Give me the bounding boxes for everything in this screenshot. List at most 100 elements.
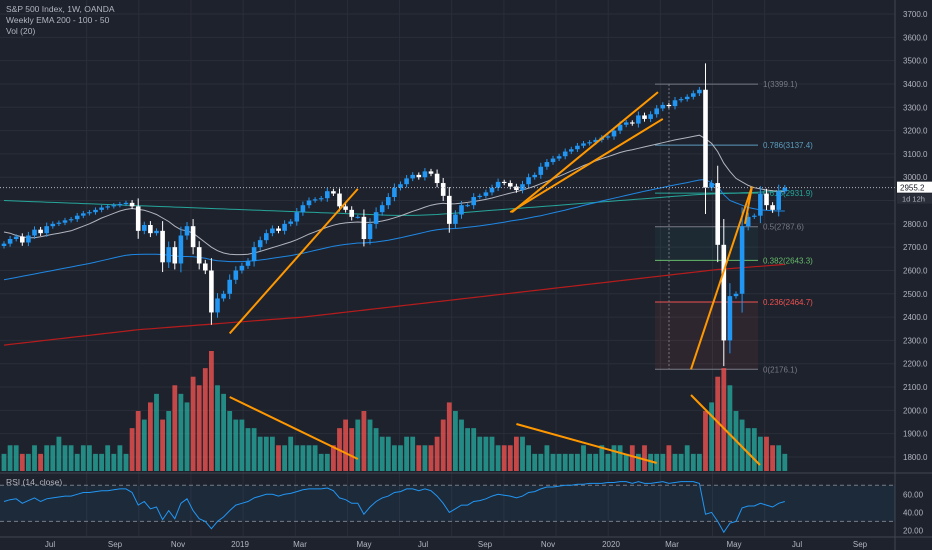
- candle-body: [26, 235, 31, 243]
- candle-body: [142, 225, 147, 231]
- candle-body: [526, 177, 531, 185]
- y-tick-label: 3200.0: [903, 127, 928, 136]
- volume-bar: [471, 428, 477, 471]
- volume-bar: [202, 368, 208, 471]
- candle-body: [233, 270, 239, 280]
- trendline: [744, 186, 753, 225]
- candle-body: [105, 206, 110, 208]
- volume-bar: [398, 445, 403, 471]
- trendline: [511, 91, 659, 213]
- candle-body: [666, 104, 672, 107]
- volume-bar: [672, 453, 678, 471]
- candle-body: [81, 213, 86, 216]
- volume-bar: [532, 453, 538, 471]
- candle-body: [782, 187, 788, 192]
- volume-bar: [343, 419, 348, 471]
- candle-body: [251, 247, 257, 262]
- y-tick-label: 2300.0: [903, 336, 928, 345]
- candle-body: [587, 142, 592, 144]
- candle-body: [617, 124, 623, 131]
- candle-body: [93, 209, 98, 213]
- candle-body: [569, 149, 574, 152]
- volume-bar: [629, 445, 635, 471]
- candle-body: [32, 229, 37, 236]
- candle-body: [776, 191, 781, 210]
- candle-body: [477, 195, 483, 198]
- candle-body: [306, 200, 312, 206]
- volume-bar: [642, 445, 647, 471]
- volume-bar: [62, 445, 68, 471]
- volume-bar: [44, 445, 50, 471]
- volume-bar: [575, 453, 580, 471]
- candle-body: [148, 225, 153, 234]
- candle-body: [739, 226, 745, 294]
- volume-bar: [715, 376, 721, 471]
- trendline: [516, 423, 657, 464]
- fib-label: 0.382(2643.3): [763, 256, 813, 265]
- candle-body: [178, 235, 184, 264]
- fib-zone: [655, 302, 758, 370]
- candle-body: [245, 261, 251, 266]
- volume-bar: [410, 436, 416, 471]
- volume-bar: [636, 453, 641, 471]
- candle-body: [239, 265, 245, 271]
- candle-body: [440, 183, 446, 196]
- fib-label: 0(2176.1): [763, 365, 798, 374]
- volume-bar: [373, 428, 379, 471]
- volume-bar: [520, 436, 525, 471]
- candle-body: [501, 181, 507, 184]
- candle-body: [770, 205, 775, 210]
- volume-bar: [434, 436, 440, 471]
- fib-label: 0.786(3137.4): [763, 141, 813, 150]
- trendline: [509, 118, 664, 214]
- volume-bar: [477, 436, 483, 471]
- candle-body: [745, 216, 751, 227]
- ema-lines: [3, 134, 785, 346]
- candle-body: [44, 226, 49, 234]
- volume-bar: [196, 385, 202, 471]
- volume-bar: [190, 376, 196, 471]
- y-tick-label: 2700.0: [903, 243, 928, 252]
- candle-body: [550, 158, 556, 163]
- candle-body: [337, 193, 342, 207]
- candle-body: [68, 219, 74, 221]
- candle-body: [678, 99, 684, 101]
- candle-body: [672, 100, 678, 107]
- candle-body: [642, 115, 647, 119]
- candle-body: [489, 187, 495, 193]
- y-tick-label: 3300.0: [903, 103, 928, 112]
- candle-body: [733, 293, 739, 297]
- volume-bar: [770, 445, 775, 471]
- candle-body: [636, 115, 641, 124]
- y-tick-label: 3000.0: [903, 173, 928, 182]
- candle-body: [581, 143, 586, 146]
- candle-body: [56, 222, 62, 224]
- volume-bar: [233, 419, 239, 471]
- candle-body: [752, 215, 757, 217]
- trendlines: [0, 91, 895, 466]
- candle-body: [660, 104, 666, 109]
- volume-bar: [129, 428, 135, 471]
- candle-body: [331, 191, 336, 194]
- candle-body: [282, 223, 287, 231]
- y-tick-label: 1900.0: [903, 430, 928, 439]
- rsi-tick-label: 20.00: [903, 526, 924, 535]
- candle-body: [422, 171, 428, 178]
- x-tick-label: Jul: [792, 540, 802, 549]
- volume-bar: [690, 453, 696, 471]
- volume-bar: [666, 445, 672, 471]
- volume-bar: [160, 419, 165, 471]
- candle-body: [294, 212, 300, 222]
- candle-body: [764, 193, 769, 206]
- candle-body: [160, 230, 165, 263]
- y-tick-label: 2500.0: [903, 290, 928, 299]
- volume-bar: [544, 445, 550, 471]
- volume-bar: [257, 436, 263, 471]
- trendline: [690, 394, 761, 466]
- volume-bar: [270, 436, 275, 471]
- candle-body: [257, 240, 263, 248]
- candle-body: [648, 114, 653, 119]
- candle-body: [483, 192, 489, 196]
- candle-body: [453, 214, 458, 224]
- candle-body: [264, 233, 269, 241]
